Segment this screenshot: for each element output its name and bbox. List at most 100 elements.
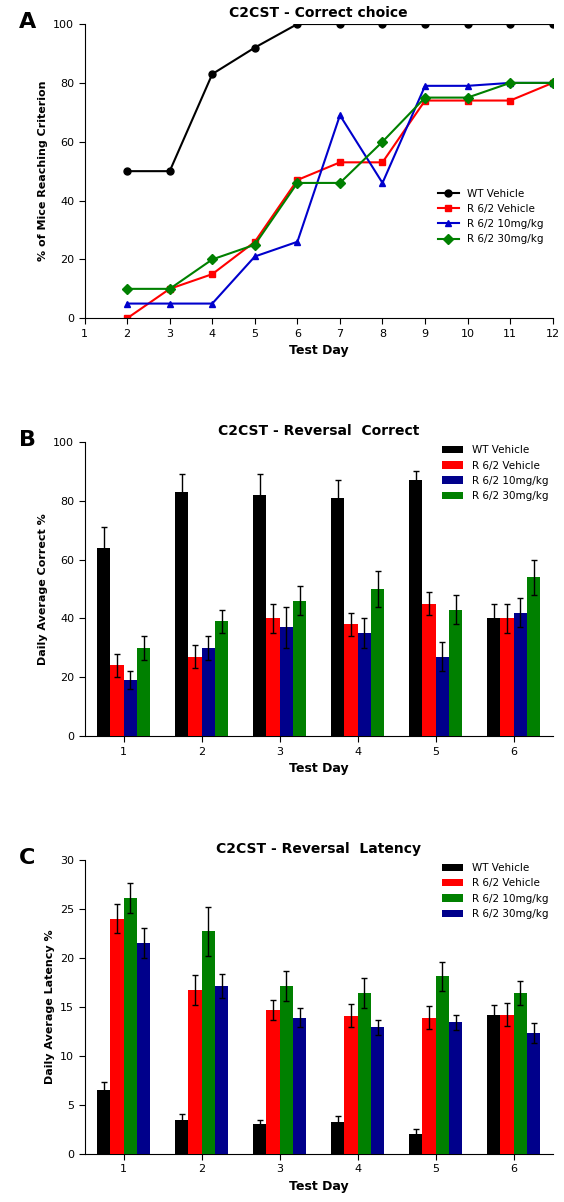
R 6/2 10mg/kg [294, 234, 301, 249]
R 6/2 30mg/kg [337, 175, 343, 190]
WT Vehicle [252, 41, 258, 55]
R 6/2 Vehicle [464, 94, 471, 108]
R 6/2 30mg/kg [507, 76, 514, 90]
WT Vehicle [337, 17, 343, 31]
Bar [188, 656, 202, 736]
WT Vehicle [124, 163, 130, 178]
Bar [293, 601, 306, 736]
Line: R 6/2 10mg/kg: R 6/2 10mg/kg [124, 79, 556, 307]
R 6/2 30mg/kg [252, 238, 258, 252]
Bar [514, 993, 527, 1154]
WT Vehicle [507, 17, 514, 31]
Bar [124, 680, 137, 736]
Bar [358, 993, 371, 1154]
Bar [137, 648, 150, 736]
Bar [215, 986, 228, 1154]
Bar [215, 621, 228, 736]
Y-axis label: Daily Average Correct %: Daily Average Correct % [38, 513, 47, 665]
Line: WT Vehicle: WT Vehicle [124, 20, 556, 174]
Bar [124, 898, 137, 1154]
R 6/2 Vehicle [166, 281, 173, 296]
R 6/2 Vehicle [294, 173, 301, 188]
WT Vehicle [549, 17, 556, 31]
Bar [293, 1018, 306, 1154]
R 6/2 Vehicle [422, 94, 429, 108]
X-axis label: Test Day: Test Day [289, 1180, 349, 1192]
R 6/2 30mg/kg [209, 252, 215, 267]
Bar [435, 976, 449, 1154]
R 6/2 Vehicle [549, 76, 556, 90]
R 6/2 10mg/kg [507, 76, 514, 90]
Title: C2CST - Reversal  Correct: C2CST - Reversal Correct [218, 424, 420, 438]
Text: C: C [19, 847, 36, 868]
R 6/2 10mg/kg [252, 249, 258, 263]
R 6/2 30mg/kg [464, 90, 471, 105]
R 6/2 Vehicle [379, 155, 386, 169]
R 6/2 10mg/kg [379, 175, 386, 190]
R 6/2 Vehicle [507, 94, 514, 108]
R 6/2 30mg/kg [166, 281, 173, 296]
Legend: WT Vehicle, R 6/2 Vehicle, R 6/2 10mg/kg, R 6/2 30mg/kg: WT Vehicle, R 6/2 Vehicle, R 6/2 10mg/kg… [438, 859, 552, 923]
Bar [97, 1090, 111, 1154]
Bar [487, 618, 500, 736]
R 6/2 Vehicle [337, 155, 343, 169]
Bar [500, 1014, 514, 1154]
WT Vehicle [294, 17, 301, 31]
Bar [527, 1034, 540, 1154]
R 6/2 10mg/kg [549, 76, 556, 90]
Bar [500, 618, 514, 736]
R 6/2 Vehicle [209, 267, 215, 281]
Bar [137, 944, 150, 1154]
Legend: WT Vehicle, R 6/2 Vehicle, R 6/2 10mg/kg, R 6/2 30mg/kg: WT Vehicle, R 6/2 Vehicle, R 6/2 10mg/kg… [434, 184, 548, 249]
Bar [409, 1135, 422, 1154]
Bar [280, 627, 293, 736]
Bar [345, 624, 358, 736]
Title: C2CST - Reversal  Latency: C2CST - Reversal Latency [216, 841, 421, 856]
Bar [345, 1016, 358, 1154]
R 6/2 30mg/kg [124, 281, 130, 296]
Bar [527, 577, 540, 736]
X-axis label: Test Day: Test Day [289, 762, 349, 775]
WT Vehicle [464, 17, 471, 31]
Bar [202, 648, 215, 736]
Y-axis label: % of Mice Reaching Criterion: % of Mice Reaching Criterion [38, 81, 47, 261]
Line: R 6/2 30mg/kg: R 6/2 30mg/kg [124, 79, 556, 292]
WT Vehicle [166, 163, 173, 178]
Bar [331, 498, 345, 736]
R 6/2 30mg/kg [422, 90, 429, 105]
R 6/2 30mg/kg [549, 76, 556, 90]
R 6/2 30mg/kg [379, 135, 386, 149]
Bar [175, 1119, 188, 1154]
Bar [371, 1028, 384, 1154]
Bar [422, 1018, 435, 1154]
Bar [487, 1014, 500, 1154]
R 6/2 10mg/kg [124, 297, 130, 311]
Bar [175, 492, 188, 736]
Y-axis label: Daily Average Latency %: Daily Average Latency % [45, 929, 55, 1084]
Bar [435, 656, 449, 736]
Bar [111, 918, 124, 1154]
X-axis label: Test Day: Test Day [289, 344, 349, 357]
Bar [253, 1125, 266, 1154]
Bar [111, 666, 124, 736]
WT Vehicle [379, 17, 386, 31]
Bar [409, 480, 422, 736]
Bar [202, 932, 215, 1154]
Bar [422, 603, 435, 736]
Bar [331, 1121, 345, 1154]
Bar [253, 495, 266, 736]
Bar [188, 990, 202, 1154]
Bar [449, 609, 462, 736]
Bar [358, 633, 371, 736]
Bar [514, 613, 527, 736]
R 6/2 10mg/kg [422, 78, 429, 93]
Text: B: B [19, 430, 36, 450]
Bar [280, 986, 293, 1154]
WT Vehicle [209, 67, 215, 82]
Bar [371, 589, 384, 736]
Title: C2CST - Correct choice: C2CST - Correct choice [230, 6, 408, 20]
Line: R 6/2 Vehicle: R 6/2 Vehicle [124, 79, 556, 322]
R 6/2 10mg/kg [166, 297, 173, 311]
R 6/2 Vehicle [124, 311, 130, 326]
Text: A: A [19, 12, 36, 32]
